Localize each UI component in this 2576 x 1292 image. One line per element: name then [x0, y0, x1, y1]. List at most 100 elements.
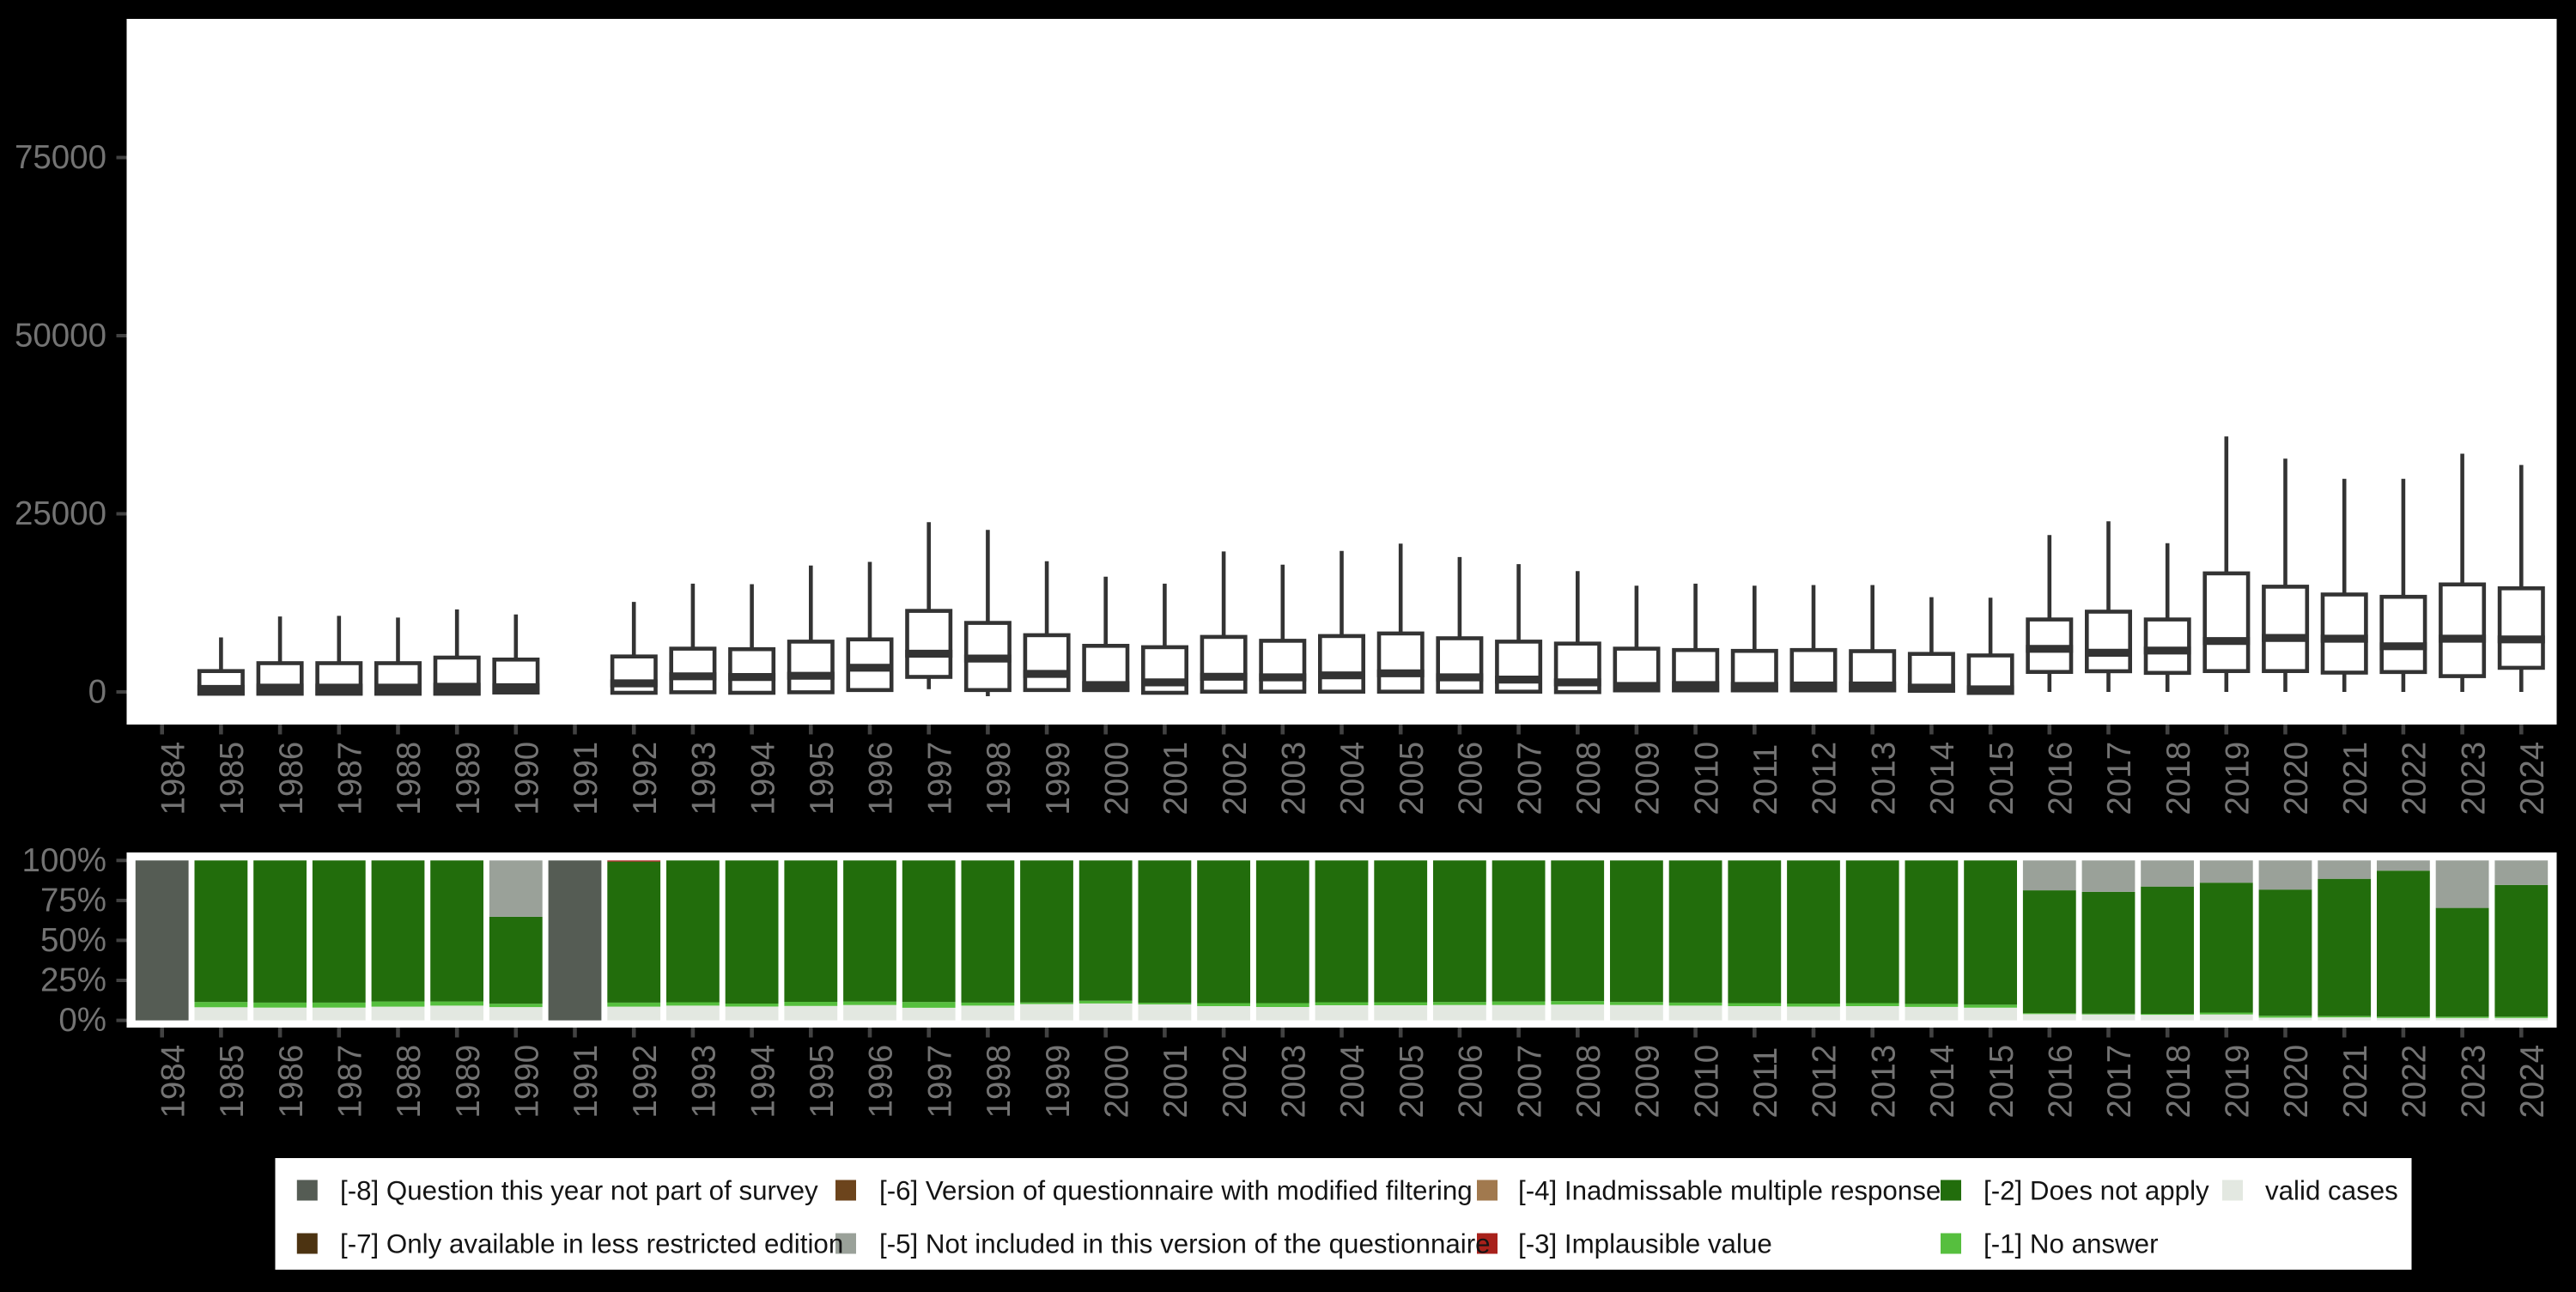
svg-text:1995: 1995	[804, 1045, 841, 1119]
svg-text:2008: 2008	[1571, 742, 1607, 816]
svg-text:75%: 75%	[40, 882, 106, 919]
svg-text:75000: 75000	[15, 139, 106, 176]
svg-text:1994: 1994	[744, 1045, 781, 1119]
svg-text:2014: 2014	[1924, 1045, 1961, 1119]
svg-text:1998: 1998	[981, 1045, 1018, 1119]
svg-text:1987: 1987	[332, 1045, 369, 1119]
svg-text:1991: 1991	[568, 742, 605, 816]
svg-text:2012: 2012	[1807, 742, 1844, 816]
svg-text:2017: 2017	[2101, 742, 2138, 816]
svg-text:1992: 1992	[627, 742, 664, 816]
svg-text:2016: 2016	[2043, 1045, 2080, 1119]
svg-text:1989: 1989	[450, 1045, 487, 1119]
svg-text:2022: 2022	[2397, 1045, 2433, 1119]
svg-text:25000: 25000	[15, 495, 106, 532]
svg-text:2007: 2007	[1511, 1045, 1548, 1119]
svg-text:2011: 2011	[1747, 1047, 1784, 1119]
svg-text:2010: 2010	[1688, 742, 1725, 816]
svg-text:[-1] No answer: [-1] No answer	[1984, 1228, 2159, 1259]
svg-text:2012: 2012	[1807, 1045, 1844, 1119]
svg-text:2013: 2013	[1865, 742, 1902, 816]
svg-text:1999: 1999	[1040, 1045, 1077, 1119]
svg-text:1984: 1984	[155, 1045, 191, 1119]
svg-text:1988: 1988	[391, 742, 428, 816]
svg-text:1997: 1997	[921, 742, 958, 816]
svg-text:2009: 2009	[1630, 742, 1667, 816]
svg-text:1991: 1991	[568, 1045, 605, 1119]
svg-text:[-5] Not included in this vers: [-5] Not included in this version of the…	[879, 1228, 1491, 1259]
svg-text:2002: 2002	[1217, 742, 1254, 816]
svg-text:2020: 2020	[2278, 1045, 2315, 1119]
svg-text:2017: 2017	[2101, 1045, 2138, 1119]
svg-text:2002: 2002	[1217, 1045, 1254, 1119]
svg-text:2023: 2023	[2455, 1045, 2492, 1119]
svg-text:2018: 2018	[2160, 742, 2197, 816]
svg-text:valid cases: valid cases	[2265, 1175, 2398, 1205]
svg-text:2024: 2024	[2514, 742, 2551, 816]
svg-text:2003: 2003	[1276, 1045, 1313, 1119]
svg-text:2005: 2005	[1394, 1045, 1431, 1119]
svg-text:2006: 2006	[1453, 1045, 1490, 1119]
svg-text:1989: 1989	[450, 742, 487, 816]
svg-text:2020: 2020	[2278, 742, 2315, 816]
svg-text:2004: 2004	[1334, 1045, 1371, 1119]
svg-text:2011: 2011	[1747, 744, 1784, 816]
svg-text:1984: 1984	[155, 742, 191, 816]
svg-text:[-3] Implausible value: [-3] Implausible value	[1518, 1228, 1772, 1259]
svg-text:2014: 2014	[1924, 742, 1961, 816]
svg-text:1998: 1998	[981, 742, 1018, 816]
svg-text:1996: 1996	[863, 742, 900, 816]
svg-text:2010: 2010	[1688, 1045, 1725, 1119]
svg-text:100%: 100%	[22, 842, 106, 879]
svg-text:1997: 1997	[921, 1045, 958, 1119]
svg-text:1995: 1995	[804, 742, 841, 816]
svg-text:2008: 2008	[1571, 1045, 1607, 1119]
svg-text:2015: 2015	[1984, 742, 2020, 816]
svg-text:1985: 1985	[214, 1045, 251, 1119]
svg-text:2001: 2001	[1157, 1045, 1194, 1119]
svg-text:1990: 1990	[509, 1045, 546, 1119]
svg-text:1988: 1988	[391, 1045, 428, 1119]
svg-text:1993: 1993	[686, 742, 723, 816]
svg-text:2013: 2013	[1865, 1045, 1902, 1119]
svg-text:2016: 2016	[2043, 742, 2080, 816]
svg-text:2021: 2021	[2337, 1045, 2374, 1119]
svg-text:1994: 1994	[744, 742, 781, 816]
svg-text:1990: 1990	[509, 742, 546, 816]
svg-text:2015: 2015	[1984, 1045, 2020, 1119]
svg-text:2009: 2009	[1630, 1045, 1667, 1119]
svg-text:2001: 2001	[1157, 742, 1194, 816]
svg-text:50000: 50000	[15, 318, 106, 355]
svg-text:[-2] Does not apply: [-2] Does not apply	[1984, 1175, 2209, 1205]
svg-text:1987: 1987	[332, 742, 369, 816]
svg-text:1992: 1992	[627, 1045, 664, 1119]
svg-text:1986: 1986	[273, 742, 310, 816]
svg-text:1996: 1996	[863, 1045, 900, 1119]
svg-text:2004: 2004	[1334, 742, 1371, 816]
svg-text:2000: 2000	[1098, 742, 1135, 816]
svg-text:2000: 2000	[1098, 1045, 1135, 1119]
svg-text:2006: 2006	[1453, 742, 1490, 816]
svg-text:2018: 2018	[2160, 1045, 2197, 1119]
svg-text:2021: 2021	[2337, 742, 2374, 816]
svg-text:25%: 25%	[40, 962, 106, 999]
svg-text:2019: 2019	[2220, 742, 2257, 816]
svg-text:0%: 0%	[58, 1002, 106, 1039]
svg-text:[-7] Only available in less re: [-7] Only available in less restricted e…	[340, 1228, 843, 1259]
svg-text:50%: 50%	[40, 922, 106, 959]
svg-text:0: 0	[88, 674, 106, 711]
svg-text:2019: 2019	[2220, 1045, 2257, 1119]
svg-text:1985: 1985	[214, 742, 251, 816]
svg-text:2005: 2005	[1394, 742, 1431, 816]
svg-text:2022: 2022	[2397, 742, 2433, 816]
svg-text:[-6] Version of questionnaire: [-6] Version of questionnaire with modif…	[879, 1175, 1473, 1205]
svg-text:2023: 2023	[2455, 742, 2492, 816]
svg-text:[-8] Question this year not pa: [-8] Question this year not part of surv…	[340, 1175, 818, 1205]
svg-text:1986: 1986	[273, 1045, 310, 1119]
svg-text:2024: 2024	[2514, 1045, 2551, 1119]
svg-text:1999: 1999	[1040, 742, 1077, 816]
svg-text:1993: 1993	[686, 1045, 723, 1119]
svg-text:2003: 2003	[1276, 742, 1313, 816]
svg-text:[-4] Inadmissable multiple res: [-4] Inadmissable multiple response	[1518, 1175, 1941, 1205]
svg-text:2007: 2007	[1511, 742, 1548, 816]
